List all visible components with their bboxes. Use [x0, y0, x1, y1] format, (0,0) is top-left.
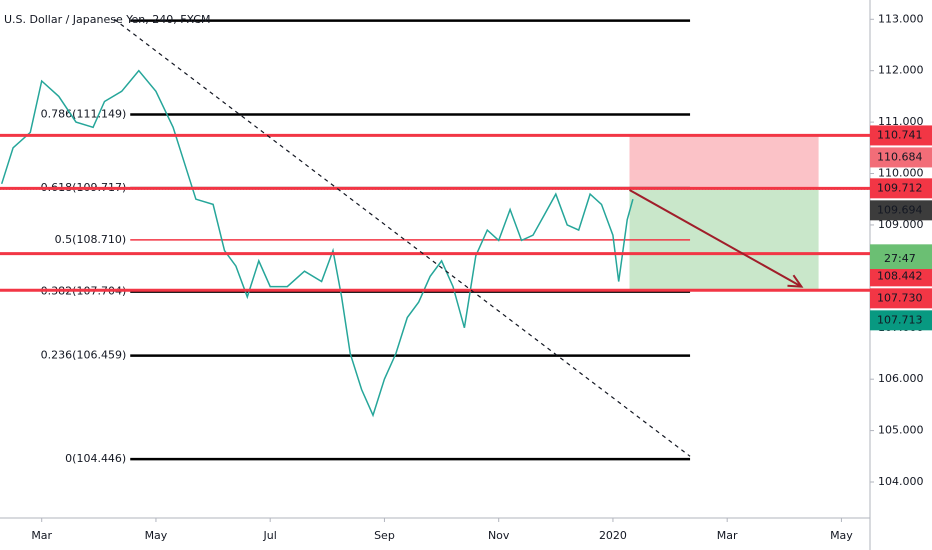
price-label: 110.741: [877, 128, 923, 141]
price-label: 107.713: [877, 313, 923, 326]
price-label: 110.684: [877, 150, 923, 163]
y-tick-label: 111.000: [878, 115, 924, 128]
y-tick-label: 113.000: [878, 12, 924, 25]
countdown: 27:47: [884, 252, 916, 265]
price-label-box: [870, 266, 932, 287]
x-tick-label: May: [145, 529, 168, 542]
x-tick-label: May: [830, 529, 853, 542]
x-tick-label: Mar: [717, 529, 738, 542]
x-tick-label: Mar: [31, 529, 52, 542]
price-label-box: [870, 147, 932, 168]
y-tick-label: 104.000: [878, 475, 924, 488]
fib-label: 0.236(106.459): [41, 349, 127, 362]
countdown-box: [870, 249, 932, 269]
fib-label: 0(104.446): [65, 452, 126, 465]
price-label-box: [870, 125, 932, 146]
price-label: 109.694: [877, 203, 923, 216]
fib-label: 0.5(108.710): [55, 233, 127, 246]
price-label-box: [870, 310, 932, 331]
price-label: 109.712: [877, 181, 923, 194]
y-tick-label: 105.000: [878, 424, 924, 437]
stop-zone: [629, 135, 819, 189]
price-label-box: [870, 178, 932, 199]
fib-label: 0.786(111.149): [41, 107, 127, 120]
x-tick-label: Nov: [488, 529, 510, 542]
price-label-box: [870, 288, 932, 309]
y-tick-label: 106.000: [878, 372, 924, 385]
x-tick-label: Sep: [374, 529, 395, 542]
y-tick-label: 109.000: [878, 218, 924, 231]
price-line: [0, 69, 634, 418]
x-tick-label: Jul: [263, 529, 277, 542]
price-label: 107.730: [877, 291, 923, 304]
x-tick-label: 2020: [599, 529, 627, 542]
y-tick-label: 112.000: [878, 64, 924, 77]
arrow-head: [787, 274, 804, 288]
price-label: 108.442: [877, 269, 923, 282]
y-tick-label: 110.000: [878, 167, 924, 180]
trendline: [113, 18, 691, 457]
arrow: [629, 189, 802, 288]
price-label-box: [870, 200, 932, 221]
chart-title: U.S. Dollar / Japanese Yen, 240, FXCM: [4, 13, 210, 26]
